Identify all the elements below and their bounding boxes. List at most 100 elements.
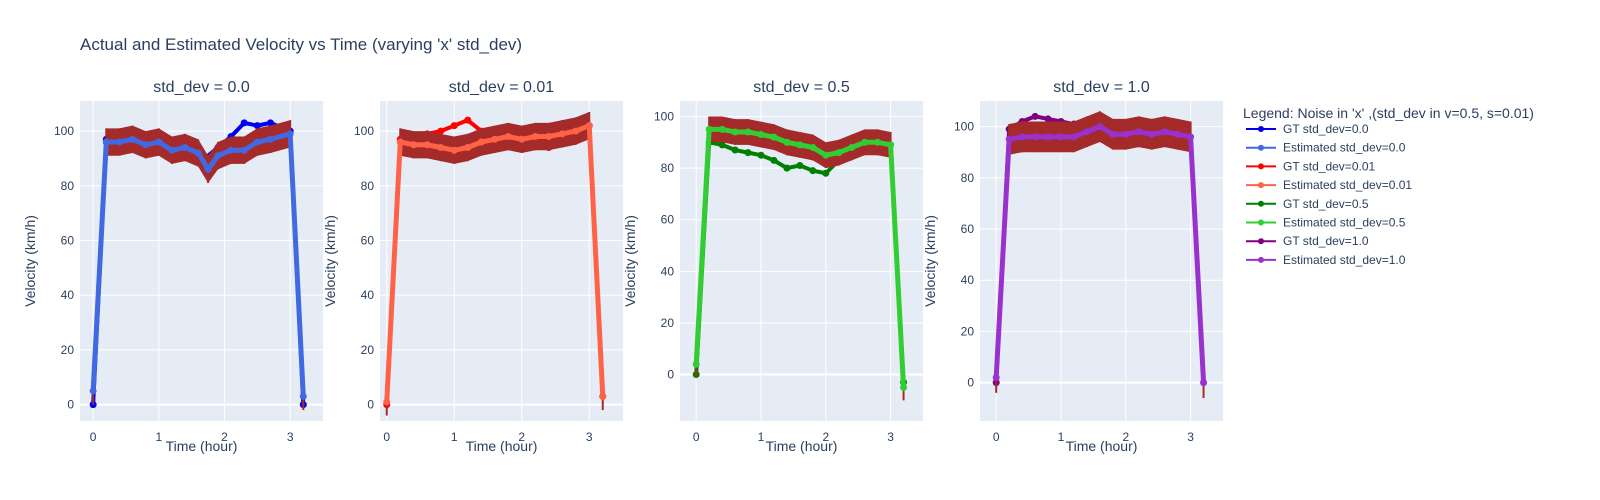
legend-label: GT std_dev=0.0 bbox=[1283, 122, 1369, 136]
data-point bbox=[266, 119, 274, 127]
x-tick-label: 1 bbox=[758, 430, 765, 444]
y-tick-label: 100 bbox=[654, 109, 674, 123]
data-point bbox=[477, 138, 485, 146]
data-point bbox=[900, 383, 908, 391]
x-tick-label: 0 bbox=[993, 430, 1000, 444]
data-point bbox=[718, 141, 726, 149]
y-axis-title: Velocity (km/h) bbox=[322, 215, 338, 307]
y-tick-label: 80 bbox=[661, 161, 675, 175]
data-point bbox=[1083, 128, 1091, 136]
subplot-2: 0 1 2 3 0 20 40 60 80 100 std_dev = 0.01 Time (hour… bbox=[322, 79, 623, 454]
legend-label: GT std_dev=1.0 bbox=[1283, 234, 1369, 248]
y-tick-label: 40 bbox=[661, 264, 675, 278]
y-axis-title: Velocity (km/h) bbox=[622, 215, 638, 307]
y-tick-label: 20 bbox=[361, 343, 375, 357]
legend-label: Estimated std_dev=0.5 bbox=[1283, 216, 1406, 230]
data-point bbox=[757, 131, 765, 139]
x-axis-title: Time (hour) bbox=[166, 438, 238, 454]
legend-entry[interactable]: Estimated std_dev=0.01 bbox=[1246, 178, 1412, 192]
data-point bbox=[115, 138, 123, 146]
data-point bbox=[423, 141, 431, 149]
data-point bbox=[992, 373, 1000, 381]
data-point bbox=[1031, 133, 1039, 141]
data-point bbox=[1200, 379, 1208, 387]
y-tick-label: 0 bbox=[967, 376, 974, 390]
data-point bbox=[1096, 123, 1104, 131]
x-tick-label: 1 bbox=[155, 430, 162, 444]
series-estimated-std-dev-0-5 bbox=[692, 116, 908, 401]
data-point bbox=[796, 141, 804, 149]
data-point bbox=[874, 138, 882, 146]
y-tick-label: 60 bbox=[361, 233, 375, 247]
data-point bbox=[383, 398, 391, 406]
legend-entry[interactable]: Estimated std_dev=1.0 bbox=[1246, 253, 1406, 267]
data-point bbox=[437, 127, 445, 135]
data-point bbox=[796, 162, 804, 170]
data-point bbox=[1005, 135, 1013, 143]
data-point bbox=[89, 387, 97, 395]
legend-swatch-marker bbox=[1258, 256, 1264, 263]
x-tick-label: 1 bbox=[1058, 430, 1065, 444]
legend-entry[interactable]: GT std_dev=1.0 bbox=[1246, 234, 1369, 248]
series-estimated-std-dev-0-0 bbox=[89, 120, 307, 411]
data-point bbox=[835, 149, 843, 157]
data-point bbox=[437, 143, 445, 151]
legend-entry[interactable]: GT std_dev=0.0 bbox=[1246, 122, 1369, 136]
subplot-title: std_dev = 0.01 bbox=[449, 79, 555, 96]
legend-swatch-marker bbox=[1258, 238, 1264, 245]
data-point bbox=[705, 125, 713, 133]
legend-entry[interactable]: GT std_dev=0.5 bbox=[1246, 197, 1369, 211]
legend-swatch-marker bbox=[1258, 200, 1264, 207]
y-tick-label: 40 bbox=[61, 288, 75, 302]
legend-swatch-marker bbox=[1258, 182, 1264, 189]
series-group bbox=[992, 111, 1208, 398]
series-estimated-std-dev-1-0 bbox=[992, 111, 1208, 398]
y-tick-label: 80 bbox=[361, 179, 375, 193]
data-point bbox=[783, 164, 791, 172]
data-point bbox=[770, 133, 778, 141]
legend-swatch-marker bbox=[1258, 219, 1264, 226]
legend-label: Estimated std_dev=0.01 bbox=[1283, 178, 1412, 192]
y-tick-label: 40 bbox=[961, 273, 975, 287]
x-tick-label: 3 bbox=[586, 430, 593, 444]
chart-title: Actual and Estimated Velocity vs Time (v… bbox=[80, 35, 522, 54]
legend-swatch-marker bbox=[1258, 163, 1264, 170]
x-tick-label: 0 bbox=[90, 430, 97, 444]
data-point bbox=[410, 141, 418, 149]
data-point bbox=[731, 128, 739, 136]
data-point bbox=[450, 146, 458, 154]
y-tick-label: 60 bbox=[661, 213, 675, 227]
subplot-title: std_dev = 1.0 bbox=[1053, 79, 1150, 96]
series-group bbox=[383, 111, 607, 416]
data-point bbox=[286, 130, 294, 138]
data-point bbox=[1018, 133, 1026, 141]
data-point bbox=[266, 135, 274, 143]
data-point bbox=[531, 133, 539, 141]
y-tick-label: 0 bbox=[367, 398, 374, 412]
data-point bbox=[718, 125, 726, 133]
legend-label: Estimated std_dev=1.0 bbox=[1283, 253, 1406, 267]
data-point bbox=[1044, 133, 1052, 141]
legend-entry[interactable]: Estimated std_dev=0.0 bbox=[1246, 141, 1406, 155]
data-point bbox=[204, 165, 212, 173]
y-tick-label: 0 bbox=[667, 368, 674, 382]
data-point bbox=[396, 138, 404, 146]
data-point bbox=[744, 149, 752, 157]
y-tick-label: 100 bbox=[54, 124, 74, 138]
legend-entry[interactable]: GT std_dev=0.01 bbox=[1246, 159, 1376, 173]
data-point bbox=[194, 149, 202, 157]
x-tick-label: 2 bbox=[822, 430, 829, 444]
data-point bbox=[518, 135, 526, 143]
plot-area bbox=[980, 101, 1223, 421]
data-point bbox=[558, 130, 566, 138]
data-point bbox=[253, 122, 261, 130]
legend-entry[interactable]: Estimated std_dev=0.5 bbox=[1246, 216, 1406, 230]
legend-swatch-marker bbox=[1258, 144, 1264, 151]
subplot-1: 0 1 2 3 0 20 40 60 80 100 std_dev = 0.0 Time (hour)… bbox=[22, 79, 323, 454]
data-point bbox=[1070, 133, 1078, 141]
x-tick-label: 3 bbox=[1187, 430, 1194, 444]
data-point bbox=[599, 392, 607, 400]
data-point bbox=[1135, 128, 1143, 136]
data-point bbox=[142, 141, 150, 149]
